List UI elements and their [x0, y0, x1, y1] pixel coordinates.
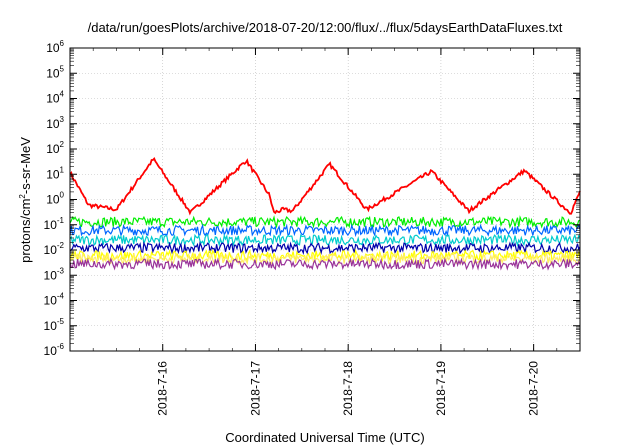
y-tick-exp: 4: [60, 90, 65, 99]
y-tick-base: 10: [44, 243, 58, 257]
y-tick-base: 10: [44, 218, 58, 232]
y-tick-base: 10: [46, 193, 60, 207]
y-axis-label: protons/cm2-s-sr-MeV: [18, 137, 33, 263]
y-tick-label: 10-2: [44, 241, 65, 257]
y-tick-exp: -5: [57, 317, 65, 326]
x-tick-label: 2018-7-20: [527, 361, 541, 416]
y-tick-exp: 6: [60, 39, 65, 48]
y-tick-exp: 2: [60, 140, 65, 149]
y-tick-base: 10: [46, 142, 60, 156]
y-tick-base: 10: [44, 319, 58, 333]
y-tick-base: 10: [44, 344, 58, 358]
y-tick-label: 10-6: [44, 342, 65, 358]
grid: [70, 48, 580, 351]
series-line: [69, 233, 581, 248]
y-tick-exp: -4: [57, 292, 65, 301]
y-axis-label-sup: 2: [18, 194, 27, 199]
y-tick-label: 10-1: [44, 216, 65, 232]
y-tick-base: 10: [44, 294, 58, 308]
y-tick-base: 10: [46, 117, 60, 131]
y-tick-label: 10-5: [44, 317, 65, 333]
y-tick-label: 104: [46, 90, 64, 106]
y-tick-label: 105: [46, 64, 64, 80]
ticks: [69, 47, 581, 352]
y-tick-label: 106: [46, 39, 64, 55]
series-line: [69, 156, 581, 216]
y-tick-label: 103: [46, 115, 64, 131]
y-tick-base: 10: [46, 66, 60, 80]
y-tick-label: 10-3: [44, 266, 65, 282]
x-tick-label: 2018-7-17: [248, 361, 262, 416]
y-tick-exp: -6: [57, 342, 65, 351]
y-tick-exp: 0: [60, 191, 65, 200]
x-tick-label: 2018-7-18: [341, 361, 355, 416]
y-tick-base: 10: [46, 167, 60, 181]
series-line: [69, 252, 581, 266]
y-tick-base: 10: [44, 268, 58, 282]
y-tick-exp: -1: [57, 216, 65, 225]
y-axis-label-pre: protons/cm: [18, 199, 33, 263]
y-tick-exp: 5: [60, 64, 65, 73]
series-group: [69, 156, 581, 271]
y-tick-labels: 10-610-510-410-310-210-11001011021031041…: [44, 39, 65, 358]
y-tick-base: 10: [46, 41, 60, 55]
x-tick-labels: 2018-7-16 2018-7-17 2018-7-18 2018-7-19 2018…: [156, 361, 541, 416]
y-tick-exp: 1: [60, 165, 65, 174]
y-tick-label: 101: [46, 165, 64, 181]
series-line: [69, 223, 581, 238]
y-tick-label: 100: [46, 191, 64, 207]
series-line: [69, 241, 581, 256]
x-axis-label: Coordinated Universal Time (UTC): [225, 430, 424, 445]
x-tick-label: 2018-7-16: [156, 361, 170, 416]
y-tick-label: 10-4: [44, 292, 65, 308]
y-tick-label: 102: [46, 140, 64, 156]
series-line: [69, 256, 581, 271]
y-axis-label-post: -s-sr-MeV: [18, 137, 33, 194]
y-tick-exp: -2: [57, 241, 65, 250]
y-tick-exp: 3: [60, 115, 65, 124]
series-line: [69, 215, 581, 229]
y-tick-exp: -3: [57, 266, 65, 275]
x-tick-label: 2018-7-19: [434, 361, 448, 416]
chart-title: /data/run/goesPlots/archive/2018-07-20/1…: [88, 20, 563, 35]
y-tick-base: 10: [46, 92, 60, 106]
